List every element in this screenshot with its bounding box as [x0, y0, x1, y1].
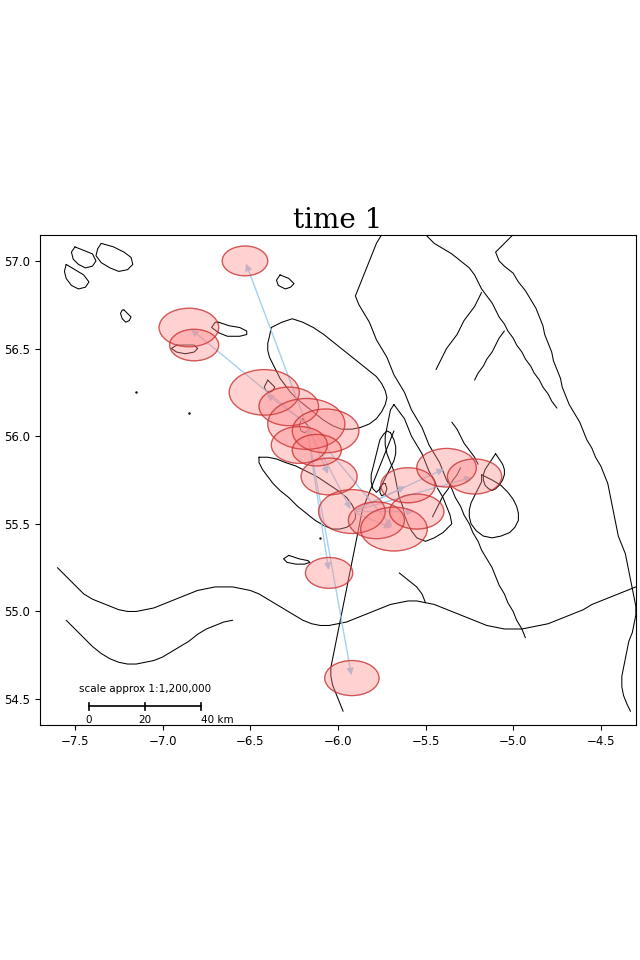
- Ellipse shape: [159, 308, 219, 347]
- Ellipse shape: [229, 370, 300, 415]
- Ellipse shape: [361, 507, 428, 551]
- Ellipse shape: [292, 409, 359, 453]
- Ellipse shape: [348, 502, 404, 539]
- Ellipse shape: [222, 246, 268, 276]
- Ellipse shape: [381, 468, 435, 503]
- Ellipse shape: [170, 329, 219, 361]
- Ellipse shape: [268, 398, 345, 449]
- Ellipse shape: [271, 426, 327, 464]
- Ellipse shape: [259, 387, 319, 425]
- Text: 40 km: 40 km: [201, 715, 234, 725]
- Ellipse shape: [305, 558, 353, 588]
- Text: 20: 20: [138, 715, 152, 725]
- Title: time 1: time 1: [293, 206, 383, 233]
- Ellipse shape: [301, 458, 357, 495]
- Ellipse shape: [319, 490, 385, 534]
- Ellipse shape: [324, 660, 379, 696]
- Ellipse shape: [417, 448, 476, 487]
- Ellipse shape: [447, 459, 502, 494]
- Text: scale approx 1:1,200,000: scale approx 1:1,200,000: [79, 684, 211, 694]
- Ellipse shape: [292, 435, 341, 466]
- Text: 0: 0: [86, 715, 92, 725]
- Ellipse shape: [390, 494, 444, 529]
